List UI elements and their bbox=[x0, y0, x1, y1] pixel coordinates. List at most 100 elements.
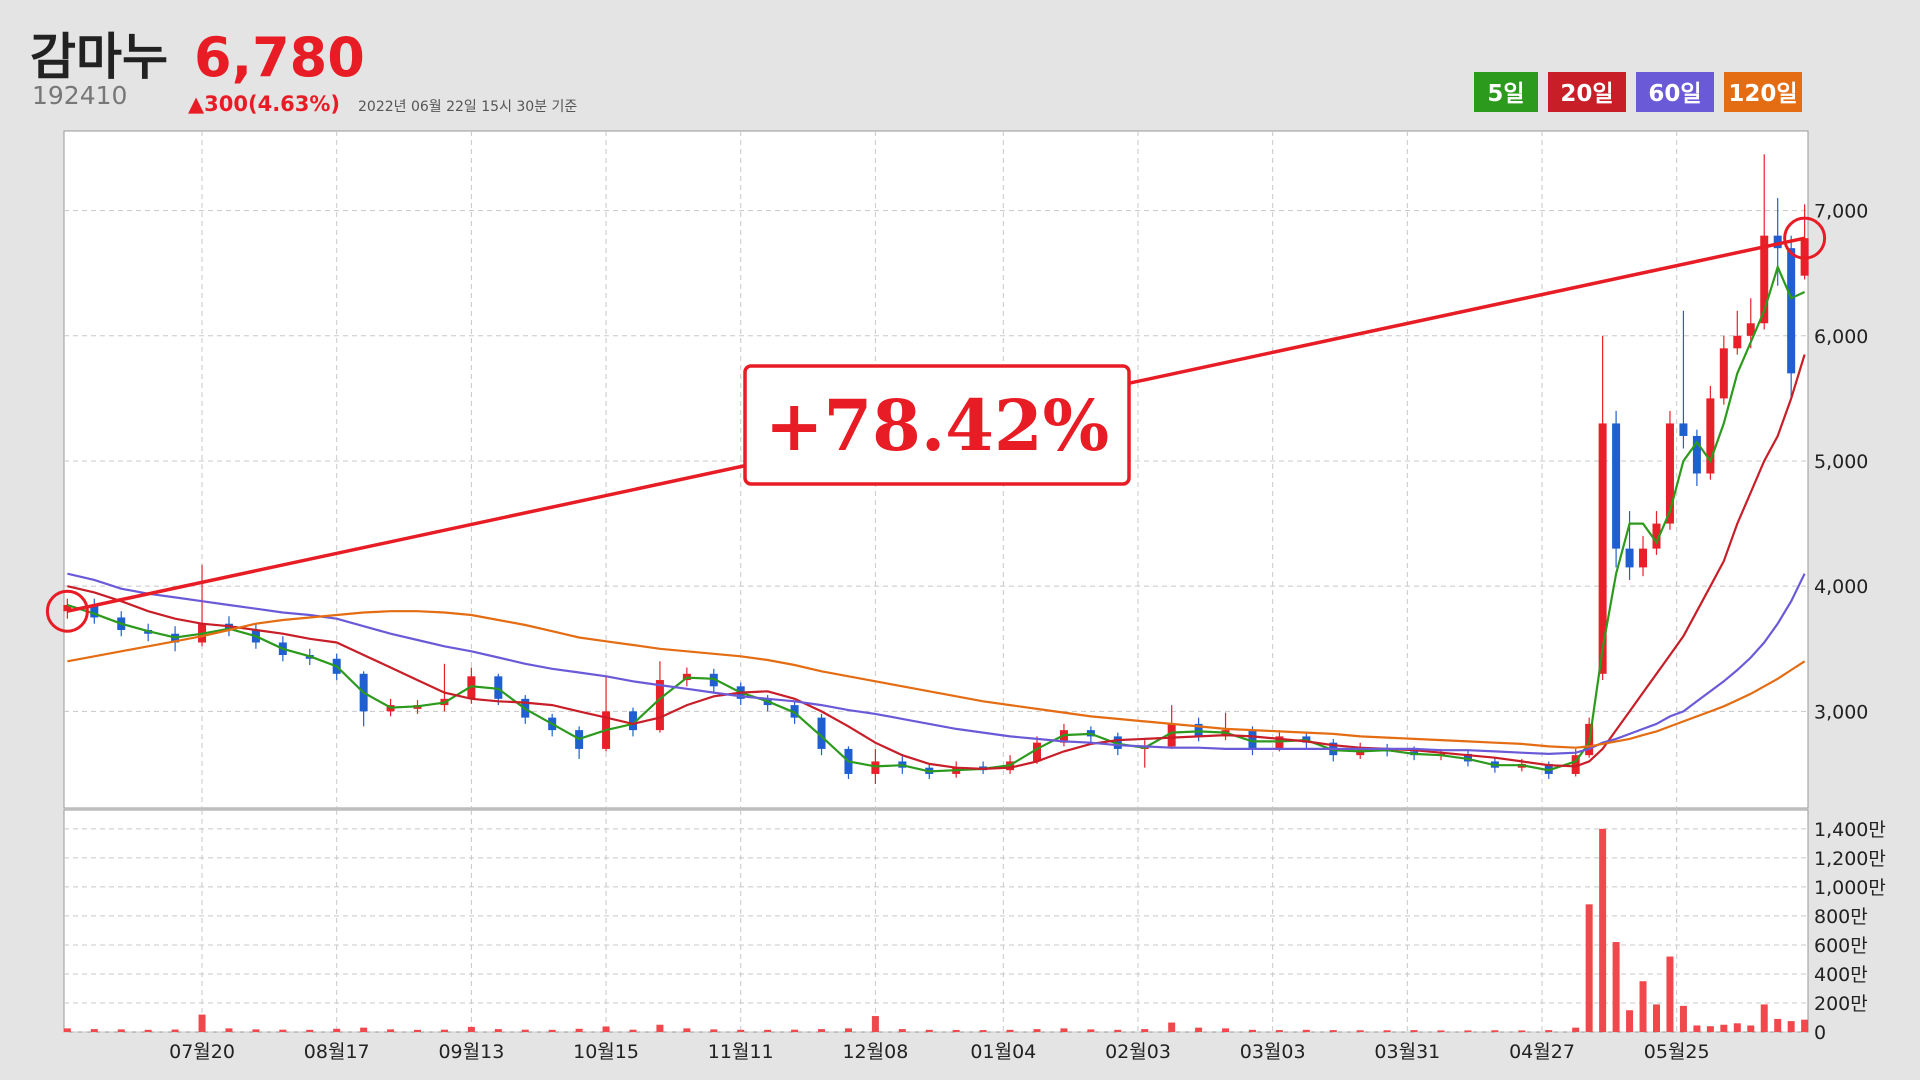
volume-bar bbox=[1491, 1030, 1499, 1032]
legend-badge bbox=[1636, 72, 1714, 112]
volume-bar bbox=[1356, 1030, 1364, 1032]
legend-label: 120일 bbox=[1728, 81, 1797, 107]
candle-body bbox=[1571, 755, 1580, 774]
volume-bar bbox=[1302, 1029, 1310, 1032]
candle-body bbox=[709, 673, 718, 687]
x-tick-label: 10월15 bbox=[573, 1041, 639, 1063]
volume-bar bbox=[252, 1029, 260, 1032]
legend-label: 60일 bbox=[1648, 81, 1701, 107]
candle-body bbox=[90, 604, 99, 618]
x-tick-label: 11월11 bbox=[708, 1041, 774, 1063]
candle-body bbox=[817, 717, 826, 749]
volume-bar bbox=[387, 1029, 395, 1032]
annotation-box bbox=[743, 364, 1131, 486]
volume-bar bbox=[1774, 1018, 1782, 1032]
volume-bar bbox=[844, 1028, 852, 1032]
candle-body bbox=[1760, 235, 1769, 324]
volume-bar bbox=[683, 1028, 691, 1032]
candle-body bbox=[1679, 423, 1688, 436]
volume-tick-label: 1,000만 bbox=[1814, 877, 1886, 899]
volume-tick-label: 800만 bbox=[1814, 906, 1868, 928]
volume-bar bbox=[171, 1029, 179, 1032]
volume-bar bbox=[225, 1028, 233, 1032]
volume-bar bbox=[602, 1026, 610, 1032]
y-tick-label: 3,000 bbox=[1814, 701, 1868, 723]
legend-badge bbox=[1474, 72, 1538, 112]
volume-bar bbox=[333, 1028, 341, 1032]
x-tick-label: 07월20 bbox=[169, 1041, 235, 1063]
volume-bar bbox=[1666, 956, 1674, 1032]
y-tick-label: 5,000 bbox=[1814, 451, 1868, 473]
volume-bar bbox=[1248, 1029, 1256, 1032]
volume-tick-label: 400만 bbox=[1814, 964, 1868, 986]
volume-bar bbox=[952, 1029, 960, 1032]
price-change: ▲300(4.63%) bbox=[188, 92, 340, 116]
volume-tick-label: 200만 bbox=[1814, 993, 1868, 1015]
volume-bar bbox=[1383, 1030, 1391, 1032]
candle-body bbox=[1275, 736, 1284, 749]
volume-bar bbox=[1195, 1027, 1203, 1032]
x-tick-label: 08월17 bbox=[304, 1041, 370, 1063]
volume-tick-label: 0 bbox=[1814, 1022, 1826, 1044]
volume-bar bbox=[494, 1029, 502, 1032]
candle-body bbox=[1706, 398, 1715, 474]
candle-body bbox=[871, 761, 880, 774]
candle-body bbox=[1625, 548, 1634, 568]
candle-body bbox=[1113, 736, 1122, 749]
y-tick-label: 4,000 bbox=[1814, 576, 1868, 598]
volume-bar bbox=[1141, 1029, 1149, 1032]
volume-bar bbox=[764, 1029, 772, 1032]
legend-label: 5일 bbox=[1487, 81, 1524, 107]
volume-bar bbox=[1585, 904, 1593, 1032]
volume-tick-label: 1,200만 bbox=[1814, 848, 1886, 870]
candle-body bbox=[1167, 723, 1176, 747]
volume-bar bbox=[1747, 1025, 1755, 1032]
volume-bar bbox=[1545, 1030, 1553, 1032]
volume-bar bbox=[1114, 1029, 1122, 1032]
current-price: 6,780 bbox=[194, 26, 365, 89]
volume-bar bbox=[1518, 1030, 1526, 1032]
candle-body bbox=[1248, 730, 1257, 749]
x-tick-label: 04월27 bbox=[1509, 1041, 1575, 1063]
legend-badge bbox=[1724, 72, 1802, 112]
volume-bar bbox=[1222, 1028, 1230, 1032]
start-marker bbox=[45, 589, 89, 633]
x-tick-label: 12월08 bbox=[842, 1041, 908, 1063]
candle-body bbox=[1059, 730, 1068, 743]
candle-body bbox=[1463, 753, 1472, 762]
volume-bar bbox=[1572, 1027, 1580, 1032]
candle-body bbox=[790, 705, 799, 718]
moving-average-line bbox=[67, 263, 1806, 773]
volume-bar bbox=[1733, 1023, 1741, 1032]
volume-bar bbox=[1168, 1022, 1176, 1032]
volume-panel bbox=[63, 809, 1809, 1033]
volume-bar bbox=[818, 1029, 826, 1032]
y-tick-label: 6,000 bbox=[1814, 326, 1868, 348]
moving-average-line bbox=[67, 610, 1806, 749]
volume-bar bbox=[1787, 1021, 1795, 1032]
volume-bar bbox=[1706, 1026, 1714, 1032]
volume-bar bbox=[575, 1028, 583, 1032]
x-tick-label: 09월13 bbox=[438, 1041, 504, 1063]
volume-bar bbox=[1760, 1004, 1768, 1032]
volume-bar bbox=[414, 1029, 422, 1032]
volume-bar bbox=[1410, 1030, 1418, 1032]
x-tick-label: 01월04 bbox=[970, 1041, 1036, 1063]
annotation-text: +78.42% bbox=[765, 384, 1109, 467]
candle-body bbox=[63, 604, 72, 612]
volume-bar bbox=[1087, 1029, 1095, 1032]
volume-bar bbox=[1801, 1019, 1809, 1032]
volume-bar bbox=[791, 1029, 799, 1032]
volume-bar bbox=[710, 1029, 718, 1032]
volume-bar bbox=[737, 1029, 745, 1032]
volume-tick-label: 600만 bbox=[1814, 935, 1868, 957]
candle-body bbox=[1033, 742, 1042, 762]
volume-bar bbox=[63, 1028, 71, 1032]
volume-bar bbox=[1693, 1025, 1701, 1032]
volume-bar bbox=[360, 1027, 368, 1032]
volume-bar bbox=[1720, 1024, 1728, 1032]
candle-body bbox=[1612, 423, 1621, 549]
volume-bar bbox=[117, 1029, 125, 1032]
